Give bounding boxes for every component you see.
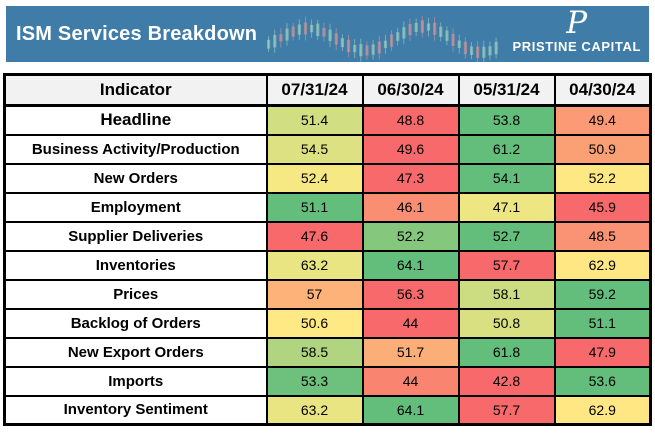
value-cell: 57.7 — [457, 394, 556, 426]
column-header-date-2: 06/30/24 — [361, 73, 460, 107]
indicator-label: Prices — [3, 278, 268, 310]
brand-logo: P PRISTINE CAPITAL — [512, 5, 641, 54]
value-cell: 42.8 — [457, 365, 556, 397]
indicator-label: Backlog of Orders — [3, 307, 268, 339]
value-cell: 50.9 — [553, 133, 652, 165]
value-cell: 51.4 — [265, 104, 364, 136]
value-cell: 63.2 — [265, 249, 364, 281]
value-cell: 50.6 — [265, 307, 364, 339]
column-header-date-4: 04/30/24 — [553, 73, 652, 107]
value-cell: 54.1 — [457, 162, 556, 194]
table-row: Prices 57 56.3 58.1 59.2 — [3, 278, 652, 310]
value-cell: 47.9 — [553, 336, 652, 368]
value-cell: 52.2 — [553, 162, 652, 194]
value-cell: 47.1 — [457, 191, 556, 223]
ism-services-table: Indicator 07/31/24 06/30/24 05/31/24 04/… — [3, 73, 652, 426]
value-cell: 57.7 — [457, 249, 556, 281]
table-row: Headline 51.4 48.8 53.8 49.4 — [3, 104, 652, 136]
value-cell: 56.3 — [361, 278, 460, 310]
table-row: Imports 53.3 44 42.8 53.6 — [3, 365, 652, 397]
value-cell: 54.5 — [265, 133, 364, 165]
page-title: ISM Services Breakdown — [16, 22, 258, 45]
value-cell: 64.1 — [361, 394, 460, 426]
table-row: Backlog of Orders 50.6 44 50.8 51.1 — [3, 307, 652, 339]
table-row: Employment 51.1 46.1 47.1 45.9 — [3, 191, 652, 223]
value-cell: 58.5 — [265, 336, 364, 368]
candlestick-chart-icon — [267, 15, 498, 62]
value-cell: 51.1 — [553, 307, 652, 339]
column-header-date-1: 07/31/24 — [265, 73, 364, 107]
table-row: New Orders 52.4 47.3 54.1 52.2 — [3, 162, 652, 194]
table-header-row: Indicator 07/31/24 06/30/24 05/31/24 04/… — [3, 73, 652, 107]
value-cell: 52.4 — [265, 162, 364, 194]
column-header-date-3: 05/31/24 — [457, 73, 556, 107]
value-cell: 62.9 — [553, 249, 652, 281]
value-cell: 49.6 — [361, 133, 460, 165]
value-cell: 45.9 — [553, 191, 652, 223]
value-cell: 61.8 — [457, 336, 556, 368]
indicator-label: Inventories — [3, 249, 268, 281]
table-row: New Export Orders 58.5 51.7 61.8 47.9 — [3, 336, 652, 368]
value-cell: 62.9 — [553, 394, 652, 426]
header-bar: ISM Services Breakdown P PRISTINE CAPITA… — [6, 6, 649, 62]
value-cell: 57 — [265, 278, 364, 310]
value-cell: 61.2 — [457, 133, 556, 165]
value-cell: 49.4 — [553, 104, 652, 136]
value-cell: 44 — [361, 307, 460, 339]
table-row: Inventory Sentiment 63.2 64.1 57.7 62.9 — [3, 394, 652, 426]
indicator-label: New Orders — [3, 162, 268, 194]
column-header-indicator: Indicator — [3, 73, 268, 107]
value-cell: 44 — [361, 365, 460, 397]
indicator-label: Headline — [3, 104, 268, 136]
value-cell: 48.8 — [361, 104, 460, 136]
value-cell: 58.1 — [457, 278, 556, 310]
value-cell: 47.3 — [361, 162, 460, 194]
indicator-label: Inventory Sentiment — [3, 394, 268, 426]
indicator-label: Imports — [3, 365, 268, 397]
indicator-label: Employment — [3, 191, 268, 223]
value-cell: 52.7 — [457, 220, 556, 252]
value-cell: 59.2 — [553, 278, 652, 310]
value-cell: 53.8 — [457, 104, 556, 136]
indicator-label: Supplier Deliveries — [3, 220, 268, 252]
indicator-label: New Export Orders — [3, 336, 268, 368]
value-cell: 53.3 — [265, 365, 364, 397]
value-cell: 53.6 — [553, 365, 652, 397]
table-row: Inventories 63.2 64.1 57.7 62.9 — [3, 249, 652, 281]
value-cell: 47.6 — [265, 220, 364, 252]
brand-monogram-icon: P — [566, 5, 588, 41]
value-cell: 48.5 — [553, 220, 652, 252]
value-cell: 51.1 — [265, 191, 364, 223]
value-cell: 50.8 — [457, 307, 556, 339]
value-cell: 52.2 — [361, 220, 460, 252]
value-cell: 51.7 — [361, 336, 460, 368]
value-cell: 63.2 — [265, 394, 364, 426]
indicator-label: Business Activity/Production — [3, 133, 268, 165]
table-row: Supplier Deliveries 47.6 52.2 52.7 48.5 — [3, 220, 652, 252]
value-cell: 46.1 — [361, 191, 460, 223]
table-row: Business Activity/Production 54.5 49.6 6… — [3, 133, 652, 165]
value-cell: 64.1 — [361, 249, 460, 281]
brand-name: PRISTINE CAPITAL — [512, 39, 641, 54]
